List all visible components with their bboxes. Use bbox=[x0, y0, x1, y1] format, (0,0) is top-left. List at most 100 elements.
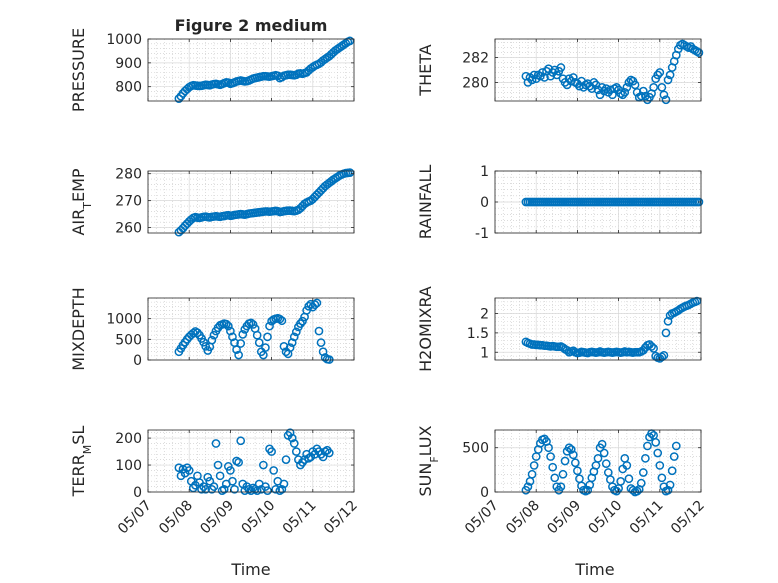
data-point bbox=[221, 319, 231, 329]
y-tick-label: 1 bbox=[480, 345, 489, 361]
data-point bbox=[612, 83, 621, 92]
data-point bbox=[556, 63, 566, 72]
data-point bbox=[236, 339, 246, 348]
data-point bbox=[548, 462, 558, 472]
data-point bbox=[597, 439, 607, 449]
data-point bbox=[593, 453, 603, 463]
data-point bbox=[246, 318, 256, 328]
data-point bbox=[544, 443, 553, 453]
data-point bbox=[232, 345, 241, 355]
x-axis-label-left: Time bbox=[230, 560, 270, 579]
data-point bbox=[616, 477, 626, 486]
data-point bbox=[636, 91, 646, 101]
data-point bbox=[201, 484, 211, 494]
data-point bbox=[263, 332, 272, 342]
data-point bbox=[234, 457, 243, 467]
data-point bbox=[622, 461, 632, 470]
data-point bbox=[289, 332, 299, 342]
data-point bbox=[201, 342, 211, 351]
data-point bbox=[573, 466, 582, 476]
data-point bbox=[649, 83, 658, 92]
data-point bbox=[209, 482, 219, 491]
data-point bbox=[577, 481, 586, 491]
data-point bbox=[653, 70, 663, 80]
data-point bbox=[291, 447, 301, 456]
data-point bbox=[661, 95, 671, 105]
data-point bbox=[546, 452, 555, 461]
data-point bbox=[589, 78, 599, 87]
data-point bbox=[211, 439, 221, 448]
data-point bbox=[538, 68, 547, 77]
data-point bbox=[259, 460, 268, 470]
figure-title: Figure 2 medium bbox=[175, 16, 328, 35]
y-tick-label: 100 bbox=[115, 458, 142, 474]
data-point bbox=[527, 75, 537, 85]
data-point bbox=[568, 450, 578, 460]
data-point bbox=[624, 474, 634, 484]
y-tick-label: 270 bbox=[115, 194, 142, 210]
data-point bbox=[665, 480, 675, 490]
data-point bbox=[663, 485, 673, 495]
panel-air-temp: 260 270 280 AIRTEMP bbox=[69, 167, 355, 237]
data-point bbox=[649, 344, 658, 353]
data-point bbox=[318, 347, 328, 357]
data-point bbox=[228, 332, 237, 342]
data-point bbox=[345, 168, 355, 177]
data-point bbox=[694, 197, 704, 207]
data-point bbox=[564, 74, 574, 84]
data-point bbox=[273, 71, 283, 81]
data-point bbox=[252, 330, 262, 340]
data-point bbox=[632, 486, 642, 496]
data-point bbox=[287, 433, 297, 443]
data-point bbox=[601, 459, 611, 469]
data-point bbox=[296, 319, 305, 328]
data-point bbox=[570, 458, 580, 468]
data-point bbox=[277, 484, 287, 494]
data-point bbox=[213, 460, 223, 470]
data-point bbox=[657, 352, 667, 362]
data-point bbox=[671, 441, 681, 451]
data-point bbox=[653, 448, 663, 458]
data-point bbox=[663, 75, 673, 85]
panel-pressure: 800 900 1000 PRESSURE bbox=[69, 28, 355, 112]
data-point bbox=[267, 447, 276, 456]
panel-mixdepth: 0 500 1000 MIXDEPTH bbox=[69, 287, 355, 371]
panel-rainfall: -1 0 1 RAINFALL bbox=[416, 164, 704, 242]
data-point bbox=[230, 484, 239, 494]
data-point bbox=[174, 94, 184, 103]
y-tick-label: -1 bbox=[475, 226, 489, 242]
data-point bbox=[599, 86, 609, 96]
data-point bbox=[269, 466, 279, 475]
data-point bbox=[550, 473, 560, 483]
y-tick-label: 0 bbox=[480, 195, 489, 211]
data-point bbox=[205, 476, 215, 486]
data-point bbox=[566, 445, 576, 454]
data-point bbox=[638, 468, 648, 477]
data-point bbox=[261, 343, 270, 352]
data-point bbox=[345, 36, 355, 46]
data-point bbox=[193, 328, 202, 338]
data-point bbox=[298, 316, 307, 326]
y-axis-label: TERRMSL bbox=[69, 426, 94, 498]
axes-box bbox=[147, 429, 355, 493]
y-tick-label: 1000 bbox=[106, 32, 142, 48]
data-point bbox=[281, 455, 291, 465]
y-tick-label: 1.5 bbox=[467, 326, 489, 342]
y-axis-label: PRESSURE bbox=[69, 28, 88, 112]
data-point bbox=[209, 330, 219, 340]
y-tick-label: 2 bbox=[480, 307, 489, 323]
data-point bbox=[285, 428, 295, 438]
data-point bbox=[657, 473, 667, 483]
data-point bbox=[622, 83, 632, 92]
data-point bbox=[564, 443, 574, 453]
data-point bbox=[667, 466, 677, 476]
y-tick-label: 0 bbox=[480, 485, 489, 501]
y-tick-label: 900 bbox=[115, 56, 142, 72]
data-point bbox=[285, 343, 295, 352]
data-point bbox=[207, 335, 217, 345]
data-point bbox=[523, 482, 533, 492]
data-point bbox=[324, 448, 334, 458]
data-point bbox=[316, 338, 326, 347]
data-point bbox=[314, 326, 324, 336]
